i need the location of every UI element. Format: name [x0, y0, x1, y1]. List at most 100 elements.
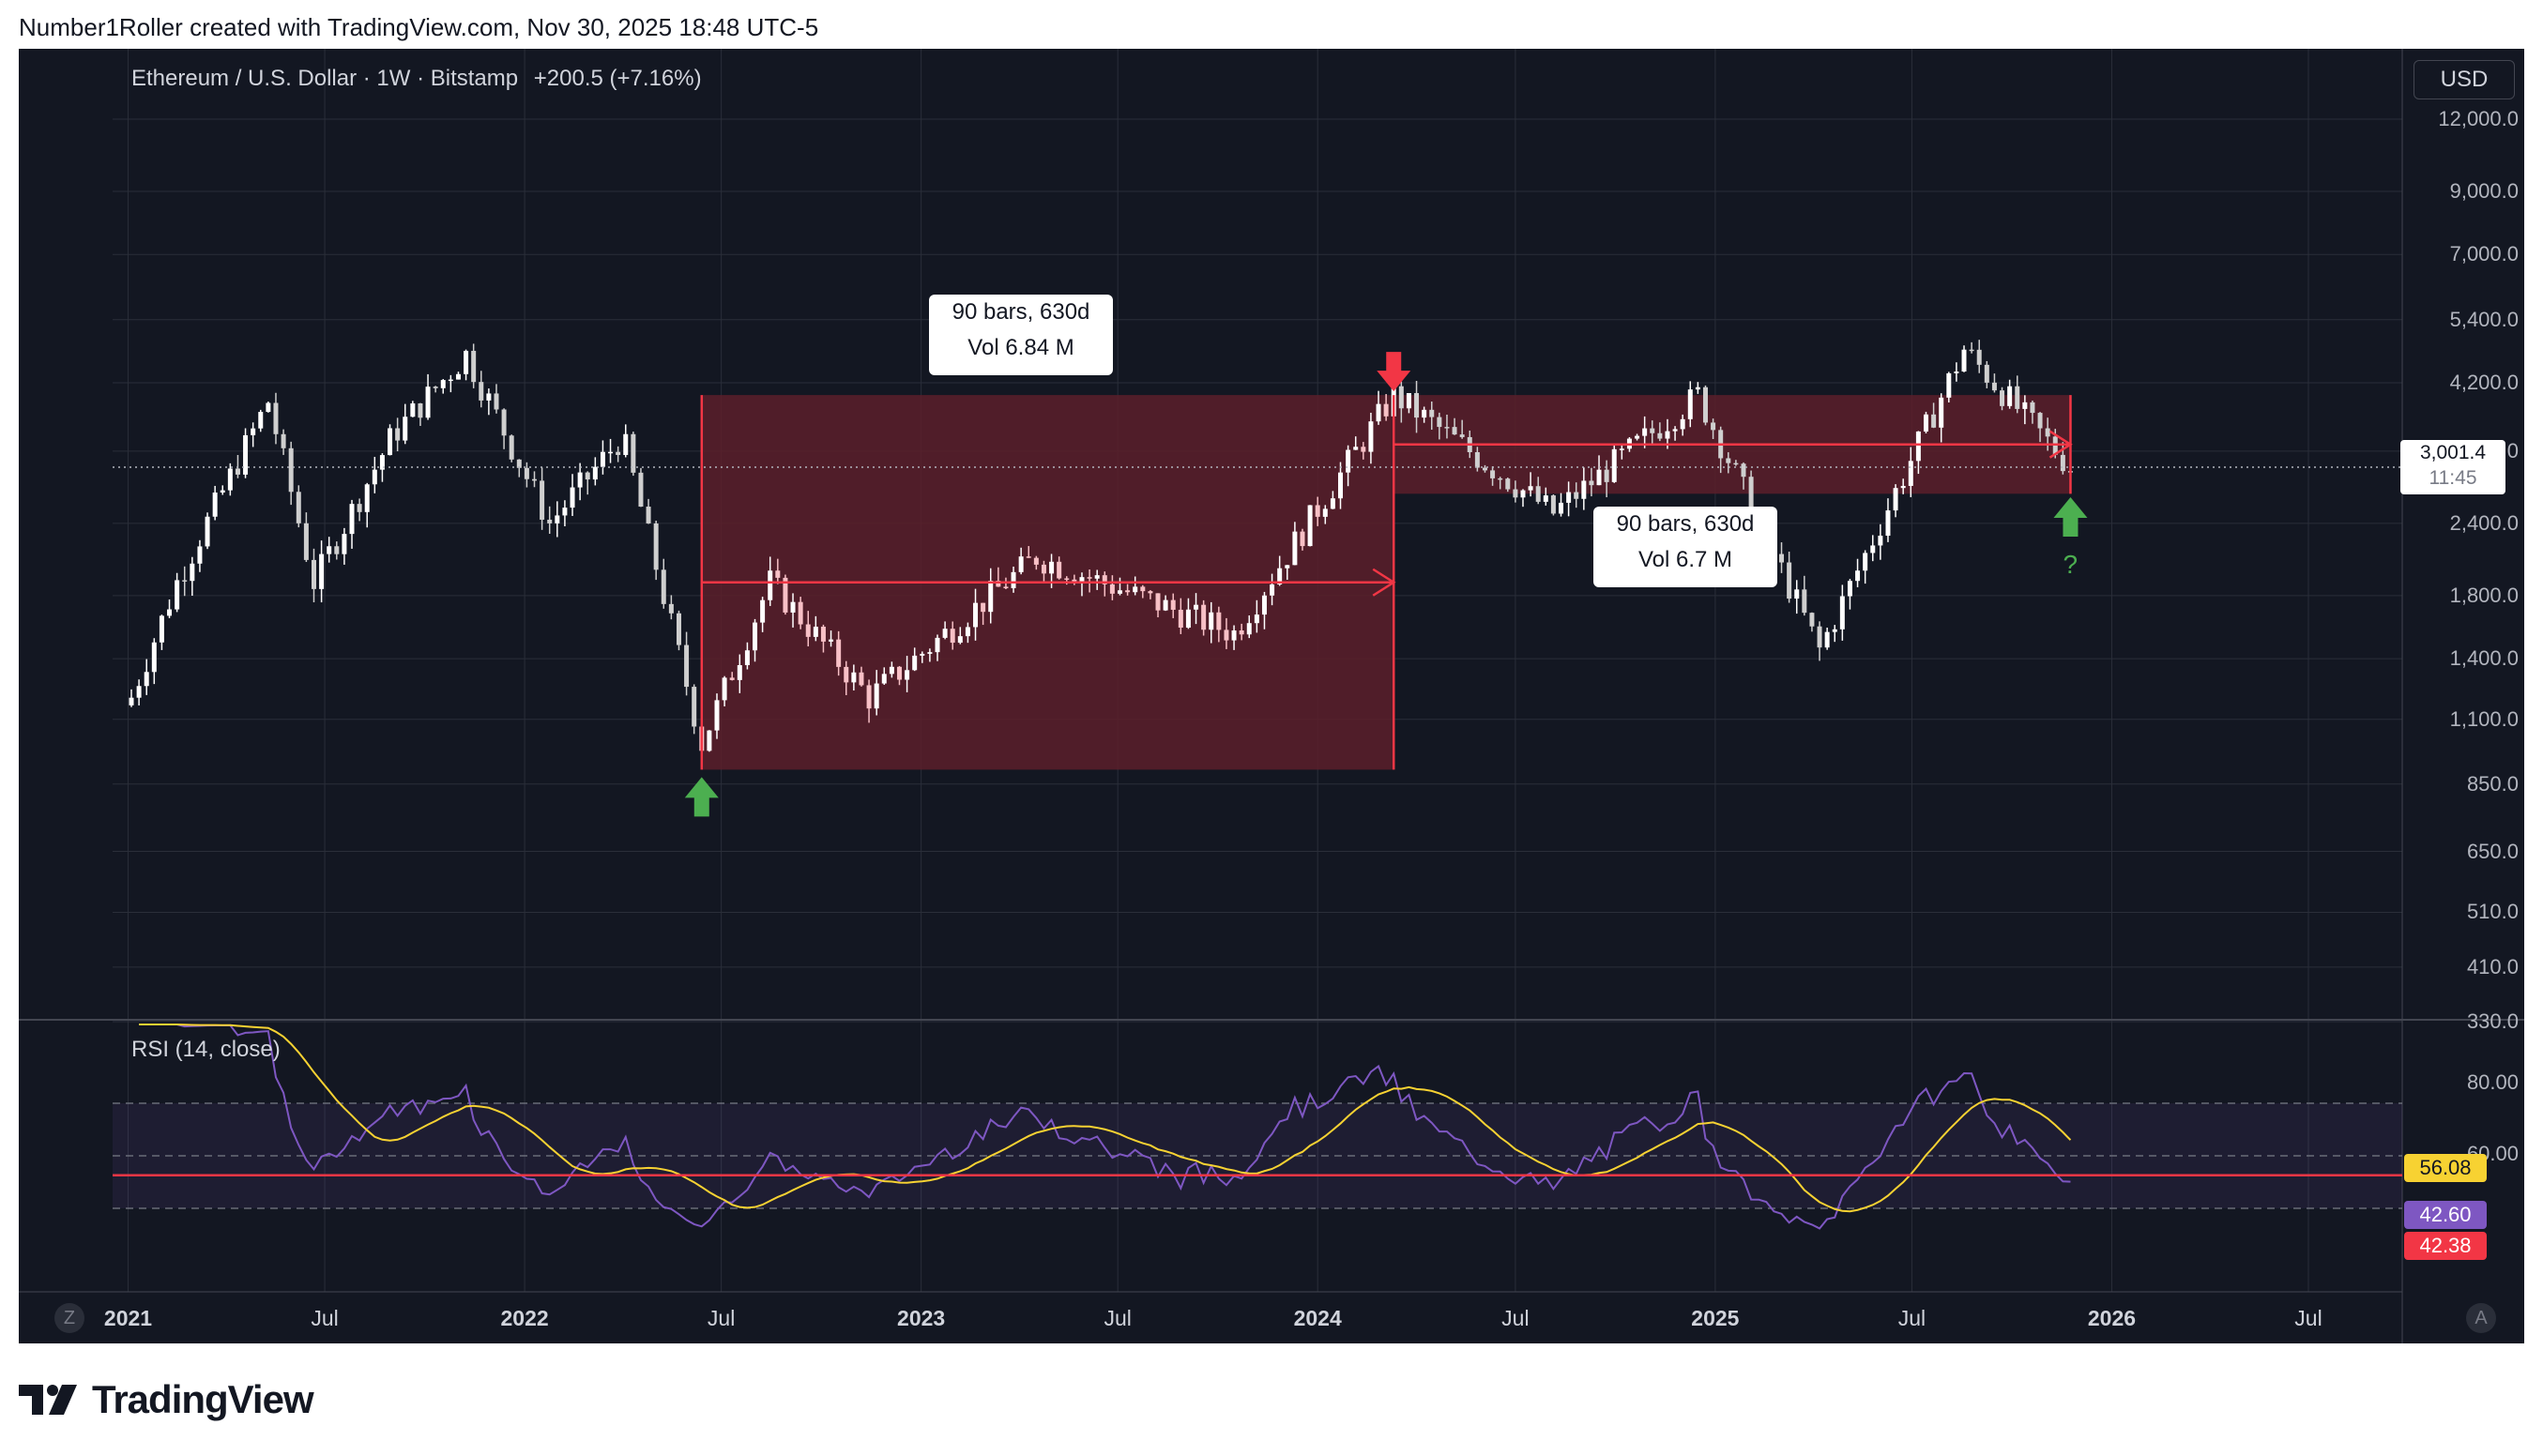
candle-body — [2030, 402, 2035, 414]
candle-body — [220, 490, 225, 493]
tradingview-logo-icon — [19, 1385, 77, 1415]
last-price: 3,001.4 — [2419, 441, 2487, 463]
candle-body — [1680, 418, 1685, 430]
zoom-toggle-button[interactable]: Z — [54, 1303, 84, 1333]
candle-body — [1254, 614, 1259, 624]
candle-body — [159, 615, 164, 643]
candle-body — [1695, 387, 1700, 390]
candle-body — [783, 577, 788, 613]
candle-body — [692, 687, 697, 727]
candle-body — [1057, 561, 1062, 579]
candle-body — [866, 685, 872, 709]
auto-scale-button[interactable]: A — [2466, 1303, 2496, 1333]
question-mark-annotation: ? — [2063, 549, 2079, 579]
candle-body — [1863, 553, 1868, 571]
chart-canvas[interactable] — [19, 49, 2524, 1343]
time-axis-label: Jul — [1104, 1306, 1132, 1330]
time-axis-label: 2025 — [1691, 1306, 1740, 1330]
candle-body — [1513, 489, 1518, 498]
candle-body — [722, 677, 727, 701]
candle-body — [1847, 581, 1852, 597]
candle-body — [859, 672, 864, 686]
candle-body — [1908, 461, 1913, 486]
candle-body — [981, 602, 986, 613]
rsi-ma-line — [139, 1024, 2072, 1213]
candle-body — [1976, 349, 1982, 365]
candle-body — [1779, 554, 1785, 563]
candle-body — [258, 412, 264, 429]
candle-body — [448, 379, 453, 382]
candle-body — [516, 459, 522, 468]
candle-body — [1726, 458, 1731, 463]
rsi-label: RSI (14, close) — [131, 1037, 281, 1062]
candle-body — [129, 697, 134, 705]
candle-body — [372, 469, 377, 485]
candle-body — [1346, 449, 1351, 473]
candle-body — [646, 507, 651, 523]
candle-body — [608, 451, 614, 454]
candle-body — [1414, 393, 1420, 418]
buy-arrow-1 — [684, 777, 719, 817]
candle-body — [1125, 590, 1131, 593]
candle-body — [1954, 371, 1959, 373]
candle-body — [144, 672, 149, 687]
candle-body — [684, 645, 690, 688]
measure-box-1[interactable]: 90 bars, 630d Vol 6.84 M — [929, 295, 1113, 375]
candle-body — [1437, 417, 1442, 428]
candle-body — [836, 639, 842, 667]
candle-body — [303, 523, 309, 560]
candle-body — [266, 402, 271, 413]
candle-body — [616, 451, 621, 455]
candle-body — [2045, 428, 2050, 437]
rsi-level-tag: 42.38 — [2404, 1232, 2487, 1260]
measure-volume: Vol 6.84 M — [967, 335, 1074, 360]
tradingview-logo[interactable]: TradingView — [19, 1377, 314, 1422]
candle-body — [562, 508, 568, 516]
candle-body — [2022, 402, 2028, 409]
candle-body — [281, 433, 286, 448]
candle-body — [1049, 561, 1055, 574]
price-axis-label: 330.0 — [2466, 1009, 2519, 1033]
price-axis-label: 1,400.0 — [2449, 646, 2519, 671]
candle-body — [1231, 630, 1237, 641]
candle-body — [464, 350, 469, 374]
candle-body — [1330, 498, 1335, 509]
candle-body — [714, 700, 720, 731]
candle-body — [1307, 505, 1313, 547]
price-axis-label: 7,000.0 — [2449, 242, 2519, 266]
measure-bars: 90 bars, 630d — [952, 299, 1090, 325]
candle-body — [1574, 492, 1579, 499]
currency-button[interactable]: USD — [2414, 60, 2515, 99]
candle-body — [540, 480, 545, 520]
price-axis-label: 2,400.0 — [2449, 510, 2519, 535]
candle-body — [775, 570, 781, 578]
candle-body — [829, 639, 834, 642]
rsi-value-tag: 42.60 — [2404, 1201, 2487, 1229]
candle-body — [1490, 470, 1496, 478]
candle-body — [1026, 556, 1031, 558]
candle-body — [524, 467, 529, 479]
candle-body — [235, 468, 240, 475]
candle-body — [2015, 386, 2020, 409]
candle-body — [327, 546, 332, 554]
candle-body — [668, 603, 674, 614]
candle-body — [1870, 545, 1876, 554]
measure-box-2[interactable]: 90 bars, 630d Vol 6.7 M — [1593, 507, 1777, 587]
candle-body — [1376, 403, 1381, 422]
candle-body — [1361, 447, 1366, 452]
candle-body — [2037, 413, 2043, 429]
range-2-arrowhead — [2048, 430, 2073, 459]
candle-body — [950, 629, 955, 644]
candle-body — [957, 636, 963, 644]
candle-body — [1809, 613, 1815, 627]
candle-body — [2060, 454, 2065, 472]
candle-body — [1459, 434, 1465, 437]
candle-body — [1140, 586, 1146, 592]
symbol-legend: Ethereum / U.S. Dollar · 1W · Bitstamp +… — [131, 66, 702, 92]
candle-body — [410, 402, 416, 417]
candle-body — [1939, 397, 1944, 428]
candle-body — [1961, 349, 1967, 372]
candle-body — [1338, 472, 1344, 499]
chart-pane[interactable]: Ethereum / U.S. Dollar · 1W · Bitstamp +… — [19, 49, 2524, 1343]
candle-body — [379, 455, 385, 470]
